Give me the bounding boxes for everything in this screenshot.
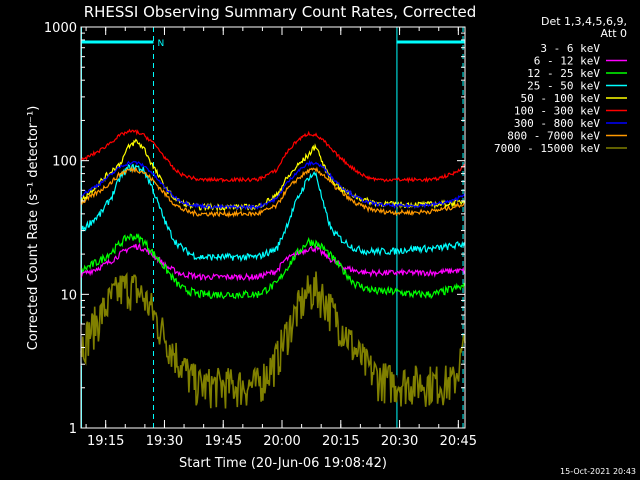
legend-header-detectors: Det 1,3,4,5,6,9, (541, 15, 627, 28)
y-axis-label: Corrected Count Rate (s⁻¹ detector⁻¹) (26, 106, 41, 351)
chart-marks (80, 128, 466, 409)
series-line-8 (80, 271, 466, 409)
y-tick-label-0: 1 (69, 422, 77, 437)
legend-label-6: 300 - 800 keV (514, 117, 600, 130)
x-tick-label-0: 19:15 (87, 434, 124, 449)
x-tick-label-6: 20:45 (440, 434, 477, 449)
y-tick-label-2: 100 (52, 155, 77, 170)
series-line-7 (80, 166, 466, 219)
series-line-2 (80, 233, 466, 300)
series-line-4 (80, 138, 466, 213)
x-axis-label: Start Time (20-Jun-06 19:08:42) (179, 456, 387, 471)
series-line-1 (80, 242, 466, 282)
legend-label-4: 50 - 100 keV (521, 92, 601, 105)
legend-label-0: 3 - 6 keV (540, 42, 600, 55)
legend-label-5: 100 - 300 keV (514, 105, 600, 118)
x-tick-label-5: 20:30 (381, 434, 418, 449)
x-tick-label-1: 19:30 (146, 434, 183, 449)
legend-label-3: 25 - 50 keV (527, 80, 600, 93)
night-marker-label: N (157, 39, 164, 49)
series-line-5 (80, 128, 466, 184)
series-line-6 (80, 159, 466, 211)
y-tick-label-1: 10 (60, 288, 77, 303)
plot-frame (80, 26, 466, 429)
x-tick-label-3: 20:00 (263, 434, 300, 449)
footer-timestamp: 15-Oct-2021 20:43 (560, 467, 636, 476)
x-tick-label-4: 20:15 (322, 434, 359, 449)
legend-header-attenuator: Att 0 (601, 27, 627, 40)
legend-label-8: 7000 - 15000 keV (494, 142, 600, 155)
y-tick-label-3: 1000 (44, 21, 77, 36)
x-tick-label-2: 19:45 (205, 434, 242, 449)
chart-title: RHESSI Observing Summary Count Rates, Co… (84, 3, 477, 21)
plot-area: N (81, 27, 465, 428)
legend-label-1: 6 - 12 keV (534, 55, 601, 68)
legend-label-7: 800 - 7000 keV (507, 130, 600, 143)
legend-label-2: 12 - 25 keV (527, 67, 600, 80)
axes: 1 10 100 1000 19:15 19:30 19:45 20:00 20:15 20:30… (44, 21, 477, 449)
